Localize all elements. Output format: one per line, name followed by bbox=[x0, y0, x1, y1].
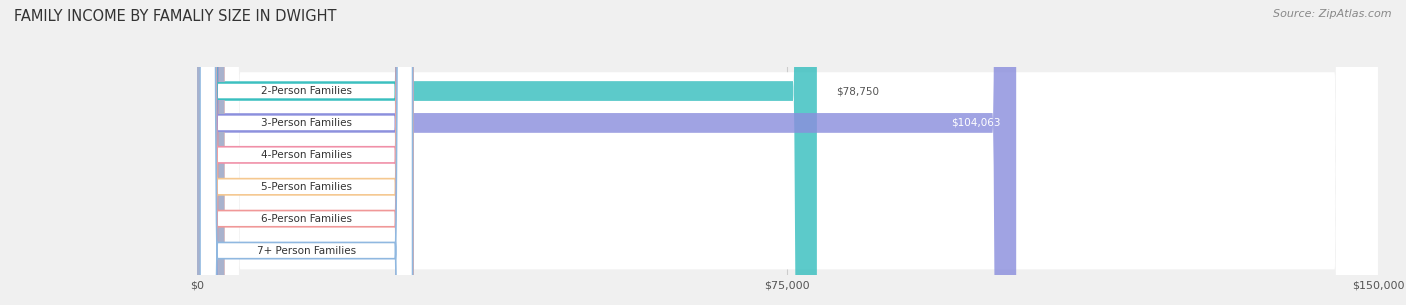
Text: $104,063: $104,063 bbox=[950, 118, 1001, 128]
Text: 6-Person Families: 6-Person Families bbox=[260, 214, 352, 224]
FancyBboxPatch shape bbox=[197, 0, 1378, 305]
FancyBboxPatch shape bbox=[200, 0, 412, 305]
FancyBboxPatch shape bbox=[197, 0, 225, 305]
Text: $78,750: $78,750 bbox=[837, 86, 880, 96]
FancyBboxPatch shape bbox=[197, 0, 817, 305]
FancyBboxPatch shape bbox=[197, 0, 1378, 305]
Text: $0: $0 bbox=[240, 182, 253, 192]
FancyBboxPatch shape bbox=[197, 0, 1378, 305]
FancyBboxPatch shape bbox=[200, 0, 412, 305]
FancyBboxPatch shape bbox=[200, 0, 412, 305]
FancyBboxPatch shape bbox=[197, 0, 1378, 305]
Text: $0: $0 bbox=[240, 150, 253, 160]
FancyBboxPatch shape bbox=[200, 0, 412, 305]
FancyBboxPatch shape bbox=[200, 0, 412, 305]
Text: Source: ZipAtlas.com: Source: ZipAtlas.com bbox=[1274, 9, 1392, 19]
FancyBboxPatch shape bbox=[197, 0, 1378, 305]
FancyBboxPatch shape bbox=[197, 0, 1378, 305]
Text: $0: $0 bbox=[240, 246, 253, 256]
Text: $0: $0 bbox=[240, 214, 253, 224]
FancyBboxPatch shape bbox=[197, 0, 225, 305]
Text: 7+ Person Families: 7+ Person Families bbox=[257, 246, 356, 256]
FancyBboxPatch shape bbox=[197, 0, 225, 305]
Text: 5-Person Families: 5-Person Families bbox=[260, 182, 352, 192]
FancyBboxPatch shape bbox=[197, 0, 225, 305]
Text: 4-Person Families: 4-Person Families bbox=[260, 150, 352, 160]
FancyBboxPatch shape bbox=[197, 0, 1017, 305]
Text: FAMILY INCOME BY FAMALIY SIZE IN DWIGHT: FAMILY INCOME BY FAMALIY SIZE IN DWIGHT bbox=[14, 9, 336, 24]
Text: 3-Person Families: 3-Person Families bbox=[260, 118, 352, 128]
FancyBboxPatch shape bbox=[200, 0, 412, 305]
Text: 2-Person Families: 2-Person Families bbox=[260, 86, 352, 96]
